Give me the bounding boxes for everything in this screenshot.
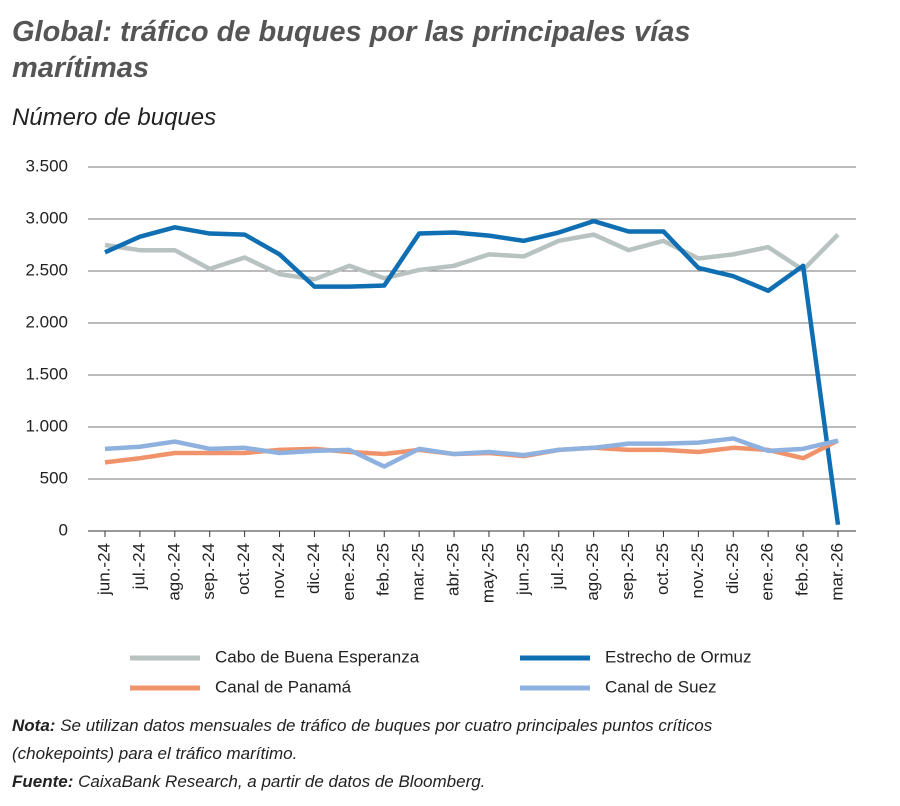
x-tick-label: oct.-24 [234, 543, 253, 595]
source-label: Fuente: [12, 772, 74, 791]
x-tick-label: dic.-24 [304, 543, 323, 594]
y-tick-label: 0 [59, 520, 68, 539]
x-tick-label: mar.-25 [409, 543, 428, 601]
series-line [104, 232, 840, 282]
note: Nota: Se utilizan datos mensuales de trá… [12, 712, 742, 768]
y-tick-label: 1.000 [25, 416, 68, 435]
x-tick-label: oct.-25 [653, 543, 672, 595]
y-tick-label: 2.000 [25, 312, 68, 331]
x-tick-label: jun.-24 [94, 543, 113, 596]
series-line [104, 436, 839, 469]
x-tick-label: abr.-25 [444, 543, 463, 596]
legend-label: Estrecho de Ormuz [605, 647, 751, 666]
x-tick-label: nov.-24 [269, 543, 288, 598]
chart: 0 500 1.000 1.500 2.000 2.500 3.000 3.500 jun.-2… [25, 156, 856, 696]
x-tick-label: dic.-25 [723, 543, 742, 594]
x-tick-label: mar.-26 [827, 543, 846, 601]
x-tick-label: sep.-24 [199, 543, 218, 600]
y-tick-label: 1.500 [25, 364, 68, 383]
x-tick-label: jul.-25 [548, 543, 567, 590]
x-tick-label: nov.-25 [688, 543, 707, 598]
x-tick-label: feb.-26 [793, 543, 812, 596]
y-tick-label: 3.000 [25, 208, 68, 227]
x-tick-label: ago.-25 [583, 543, 602, 601]
x-tick-label: ago.-24 [164, 543, 183, 601]
legend-label: Cabo de Buena Esperanza [215, 647, 420, 666]
x-tick-label: may.-25 [478, 543, 497, 603]
x-tick-label: sep.-25 [618, 543, 637, 600]
y-tick-label: 2.500 [25, 260, 68, 279]
y-tick-label: 3.500 [25, 156, 68, 175]
note-label: Nota: [12, 716, 56, 735]
legend-label: Canal de Suez [605, 677, 717, 696]
source-text: CaixaBank Research, a partir de datos de… [78, 772, 486, 791]
notes: Nota: Se utilizan datos mensuales de trá… [12, 712, 742, 796]
x-tick-label: ene.-25 [339, 543, 358, 601]
legend-label: Canal de Panamá [215, 677, 352, 696]
x-tick-label: ene.-26 [758, 543, 777, 601]
x-tick-label: feb.-25 [374, 543, 393, 596]
source: Fuente: CaixaBank Research, a partir de … [12, 768, 742, 796]
x-tick-label: jun.-25 [513, 543, 532, 596]
note-text: Se utilizan datos mensuales de tráfico d… [12, 716, 713, 763]
y-tick-label: 500 [40, 468, 68, 487]
x-tick-label: jul.-24 [129, 543, 148, 590]
chart-title: Global: tráfico de buques por las princi… [12, 16, 691, 84]
chart-subtitle: Número de buques [12, 104, 217, 131]
series-line [104, 218, 841, 526]
